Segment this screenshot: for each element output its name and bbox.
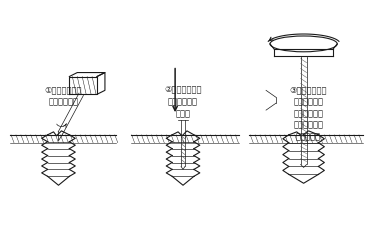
Text: ①ドリルで下稴
寸法の穴あけ: ①ドリルで下稴 寸法の穴あけ (45, 85, 82, 106)
Text: ③ボルト抜きを
タップハンド
ルでつかみ左
回しでボルト
を抜き取る: ③ボルト抜きを タップハンド ルでつかみ左 回しでボルト を抜き取る (290, 85, 327, 142)
Text: ②ボルト抜きを
ドリル稴に差
し込む: ②ボルト抜きを ドリル稴に差 し込む (164, 85, 202, 118)
